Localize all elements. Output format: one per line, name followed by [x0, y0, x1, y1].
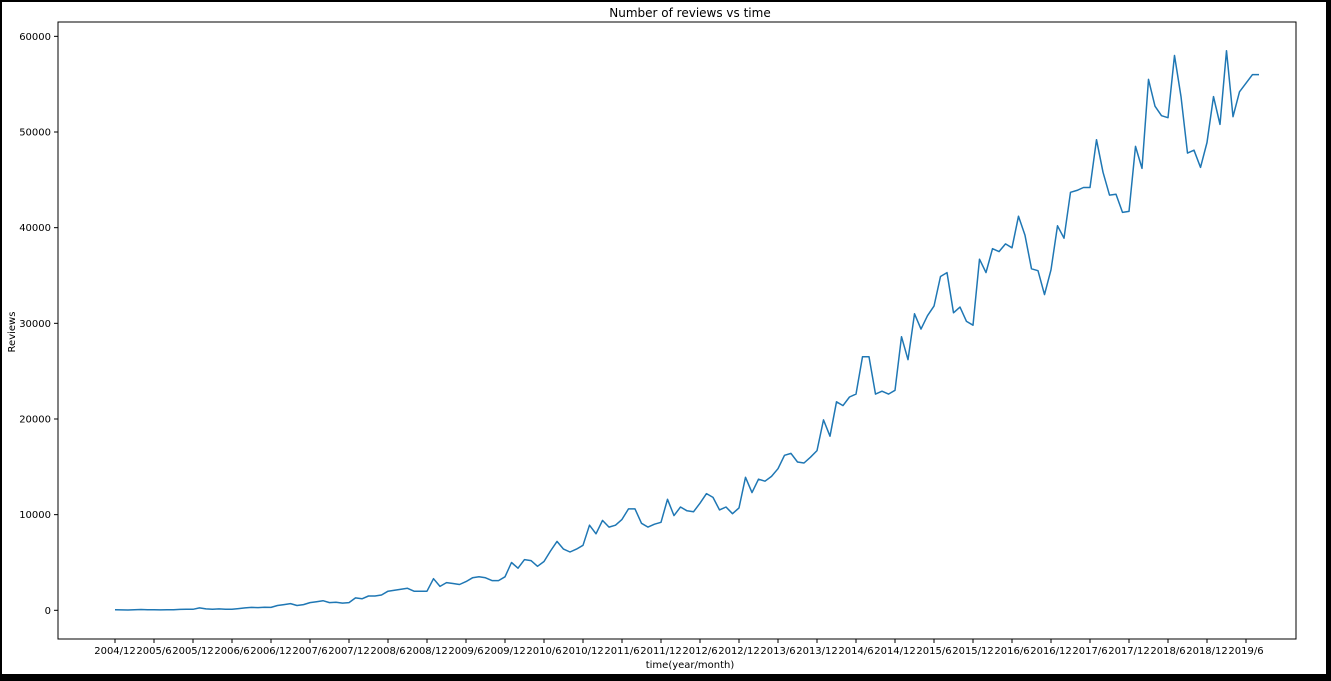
y-tick-label: 0 [45, 606, 51, 617]
x-tick-label: 2008/6 [370, 646, 405, 657]
x-tick-label: 2015/6 [916, 646, 951, 657]
x-tick-label: 2006/12 [250, 646, 292, 657]
x-tick-label: 2005/6 [136, 646, 171, 657]
x-tick-label: 2018/12 [1186, 646, 1228, 657]
x-tick-label: 2010/12 [562, 646, 604, 657]
x-tick-label: 2010/6 [526, 646, 561, 657]
series-line-reviews [114, 49, 1259, 611]
x-tick-label: 2017/6 [1072, 646, 1107, 657]
y-axis-label: Reviews [7, 312, 18, 353]
x-tick-label: 2014/12 [874, 646, 916, 657]
x-tick-label: 2004/12 [94, 646, 136, 657]
x-tick-label: 2016/6 [994, 646, 1029, 657]
plot-area [57, 21, 1297, 640]
x-tick-label: 2016/12 [1030, 646, 1072, 657]
y-tick-label: 40000 [19, 223, 51, 234]
x-tick-label: 2013/6 [760, 646, 795, 657]
y-tick-label: 50000 [19, 128, 51, 139]
x-tick-label: 2009/6 [448, 646, 483, 657]
x-tick-label: 2017/12 [1108, 646, 1150, 657]
y-tick-label: 30000 [19, 319, 51, 330]
x-tick-label: 2011/6 [604, 646, 639, 657]
x-tick-label: 2019/6 [1228, 646, 1263, 657]
x-axis-label: time(year/month) [646, 660, 735, 671]
x-tick-label: 2012/6 [682, 646, 717, 657]
x-tick-label: 2005/12 [172, 646, 214, 657]
x-tick-label: 2015/12 [952, 646, 994, 657]
x-tick-label: 2013/12 [796, 646, 838, 657]
x-tick-label: 2007/12 [328, 646, 370, 657]
x-tick-label: 2012/12 [718, 646, 760, 657]
y-tick-label: 20000 [19, 414, 51, 425]
x-axis: 2004/12 2005/6 2005/12 2006/6 2006/12 2007/6 2… [94, 639, 1264, 657]
x-tick-label: 2009/12 [484, 646, 526, 657]
y-tick-label: 60000 [19, 32, 51, 43]
x-tick-label: 2006/6 [214, 646, 249, 657]
x-tick-label: 2011/12 [640, 646, 682, 657]
x-tick-label: 2018/6 [1150, 646, 1185, 657]
chart-title: Number of reviews vs time [609, 6, 770, 20]
y-tick-label: 10000 [19, 510, 51, 521]
x-tick-label: 2007/6 [292, 646, 327, 657]
y-axis: 0 10000 20000 30000 40000 50000 60000 [19, 32, 58, 617]
x-tick-label: 2008/12 [406, 646, 448, 657]
x-tick-label: 2014/6 [838, 646, 873, 657]
